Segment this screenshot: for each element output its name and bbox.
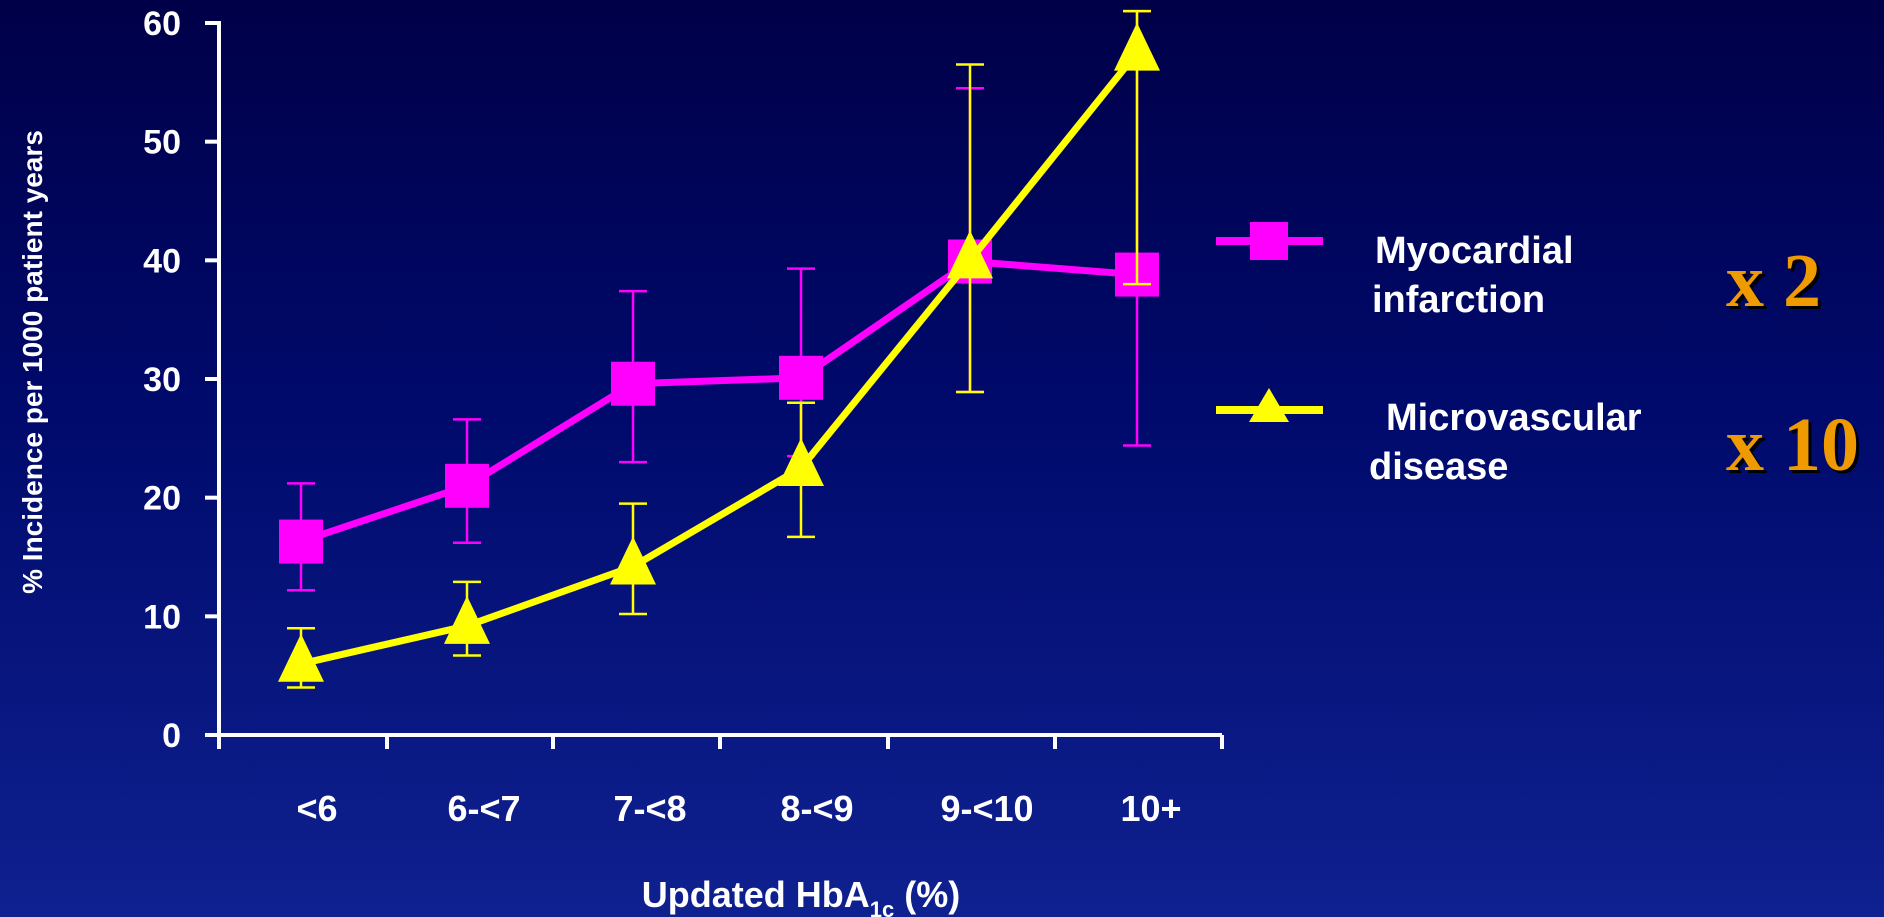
multiplier-label: x 10 <box>1726 403 1859 487</box>
y-tick-label: 40 <box>143 242 181 280</box>
y-tick-label: 30 <box>143 361 181 399</box>
legend-swatch-marker <box>1250 222 1288 260</box>
legend-label-line1: Myocardial <box>1375 230 1574 272</box>
series-0 <box>279 9 1159 592</box>
x-axis-label-subscript: 1c <box>870 897 894 917</box>
legend-entry: Microvascular disease <box>1216 388 1642 488</box>
x-axis-label-unit: (%) <box>894 874 960 915</box>
x-axis-label: Updated HbA1c (%) <box>642 874 960 917</box>
y-ticks: 0 10 20 30 40 50 60 <box>143 5 219 755</box>
y-tick-label: 10 <box>143 598 181 636</box>
series-1 <box>278 9 1160 689</box>
x-axis-label-main: Updated HbA <box>642 874 870 915</box>
y-tick-label: 60 <box>143 5 181 43</box>
data-point <box>279 519 323 564</box>
legend-label-line2: infarction <box>1372 279 1545 321</box>
data-point <box>610 536 656 585</box>
y-tick-label: 0 <box>162 717 181 755</box>
y-tick-label: 20 <box>143 480 181 518</box>
data-point <box>444 595 490 644</box>
y-tick-label: 50 <box>143 124 181 162</box>
x-tick-label: 6-<7 <box>447 788 520 829</box>
x-tick-label: 7-<8 <box>613 788 686 829</box>
legend: Myocardial infarction x 2x 2 Microvascular d… <box>1216 222 1862 490</box>
series-line <box>299 258 1138 545</box>
multiplier-label: x 2 <box>1726 239 1821 323</box>
legend-swatch-marker <box>1249 388 1289 422</box>
error-bar <box>956 63 984 394</box>
multiplier-annotation: x 10x 10 <box>1726 403 1862 490</box>
legend-label-line1: Microvascular <box>1386 397 1642 439</box>
x-tick-label: 10+ <box>1120 788 1181 829</box>
x-ticks: <6 6-<7 7-<8 8-<9 9-<10 10+ <box>217 735 1224 829</box>
y-axis-label: % Incidence per 1000 patient years <box>17 130 48 594</box>
data-point <box>445 463 489 508</box>
data-point <box>1114 22 1160 71</box>
data-point <box>779 355 823 400</box>
multiplier-annotation: x 2x 2 <box>1726 239 1824 326</box>
x-tick-label: 8-<9 <box>780 788 853 829</box>
legend-label-line2: disease <box>1369 446 1508 488</box>
data-point <box>611 361 655 406</box>
data-point <box>278 633 324 682</box>
x-tick-label: <6 <box>296 788 337 829</box>
multiplier-shadow: x 2 <box>1729 242 1824 326</box>
data-point <box>778 438 824 486</box>
multiplier-shadow: x 10 <box>1729 406 1862 490</box>
legend-entry: Myocardial infarction <box>1216 222 1574 321</box>
series-line <box>300 50 1140 668</box>
x-tick-label: 9-<10 <box>940 788 1033 829</box>
data-point <box>947 230 993 279</box>
series-layer <box>278 9 1160 689</box>
